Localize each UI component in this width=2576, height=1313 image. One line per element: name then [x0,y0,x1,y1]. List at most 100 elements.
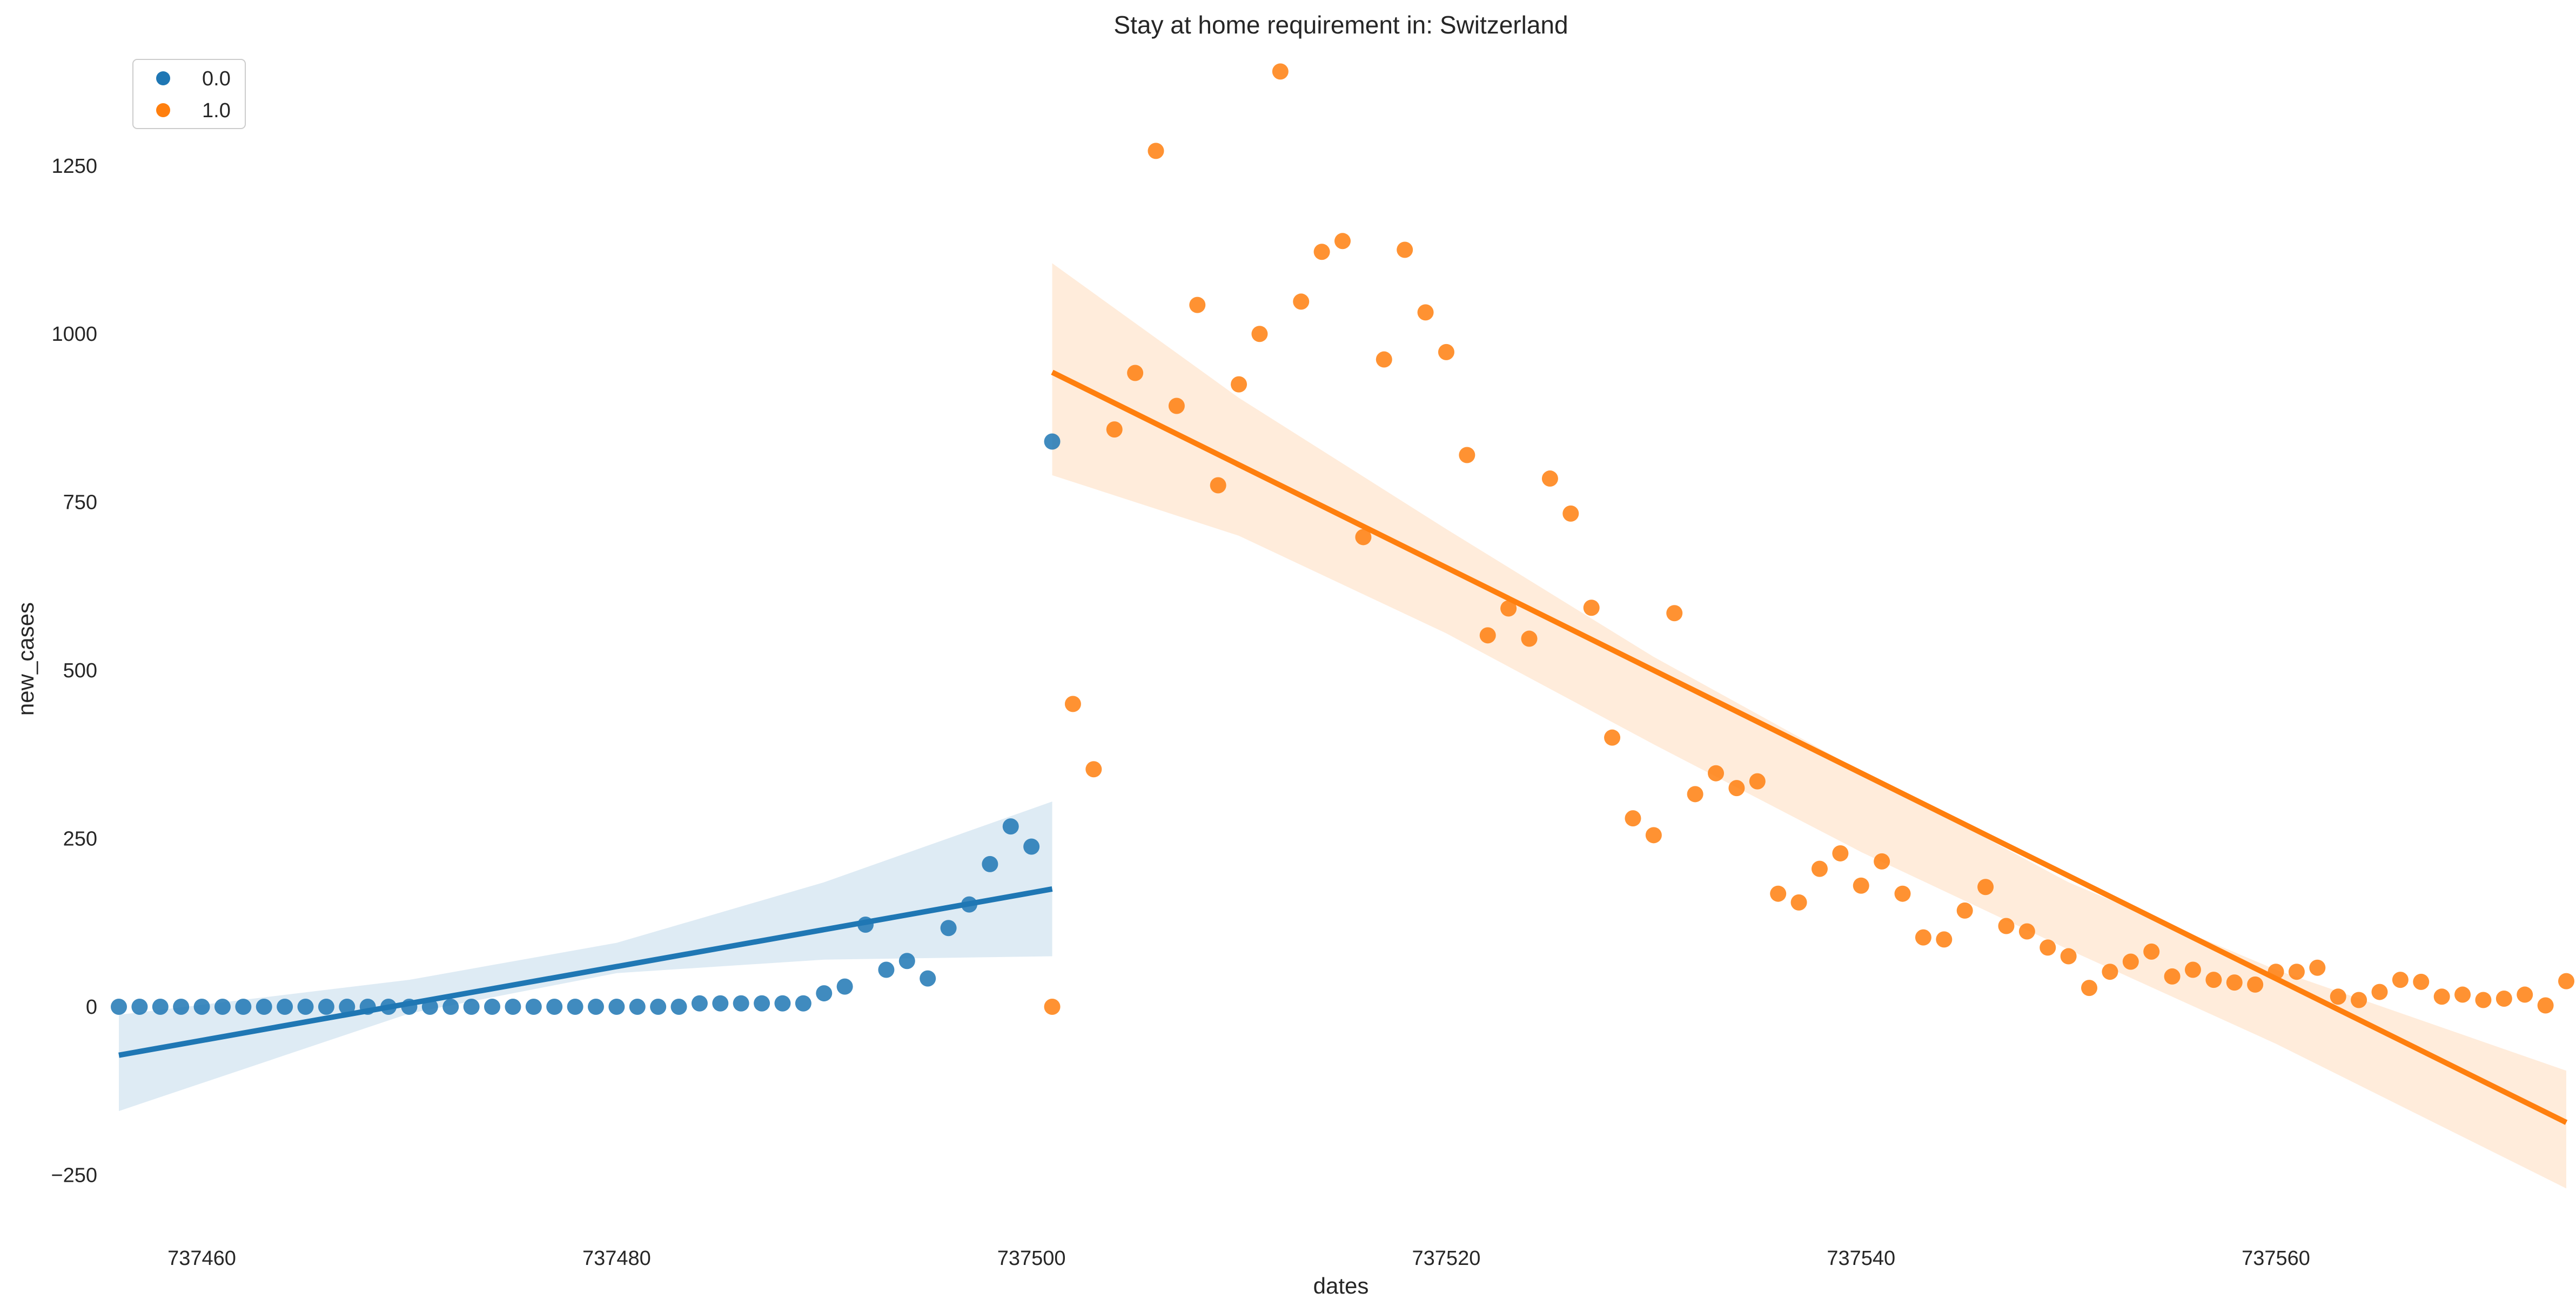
point-1-48 [2040,939,2056,956]
point-1-8 [1210,477,1226,494]
point-0-40 [940,920,957,937]
point-1-3 [1106,421,1123,438]
legend-marker-1 [156,103,170,117]
point-0-10 [318,998,334,1015]
point-0-35 [836,978,853,995]
point-1-68 [2454,986,2471,1003]
point-1-43 [1936,931,1953,948]
x-tick-label: 737520 [1412,1247,1481,1270]
point-1-60 [2288,964,2305,980]
point-1-15 [1355,529,1372,546]
point-1-19 [1438,344,1454,360]
point-1-26 [1583,600,1600,616]
point-1-62 [2330,988,2346,1005]
point-1-30 [1666,605,1683,622]
point-0-26 [650,998,667,1015]
point-1-65 [2392,972,2409,988]
point-0-9 [297,998,314,1015]
point-0-18 [484,998,501,1015]
point-1-12 [1293,293,1310,310]
point-0-44 [1023,838,1040,855]
point-1-50 [2081,980,2098,996]
point-0-5 [214,998,231,1015]
point-0-1 [131,998,148,1015]
point-1-41 [1894,885,1911,902]
point-1-73 [2558,973,2574,989]
point-0-31 [754,995,770,1012]
point-1-55 [2184,961,2201,978]
point-1-58 [2247,976,2264,993]
point-1-49 [2060,948,2077,965]
point-1-33 [1728,780,1745,797]
point-1-20 [1459,447,1475,463]
confidence-band-1 [1052,263,2566,1189]
y-axis-label: new_cases [13,602,38,716]
point-0-7 [256,998,272,1015]
confidence-bands [119,263,2566,1189]
point-1-39 [1853,877,1869,894]
point-0-32 [774,995,791,1012]
scatter-points [111,63,2574,1015]
point-1-64 [2371,984,2388,1000]
point-1-37 [1811,860,1828,877]
point-1-25 [1562,505,1579,522]
point-1-45 [1977,879,1994,895]
point-0-34 [816,985,833,1002]
point-1-29 [1645,827,1662,844]
point-1-32 [1708,765,1725,782]
point-1-66 [2413,973,2430,990]
point-1-35 [1770,885,1787,902]
point-1-52 [2122,953,2139,970]
x-axis-ticks: 737460 737480 737500 737520 737540 737560 [167,1247,2310,1270]
point-1-57 [2226,974,2243,991]
point-0-43 [1002,818,1019,835]
point-0-29 [712,995,729,1012]
point-1-0 [1044,998,1061,1015]
point-1-5 [1148,143,1164,159]
point-1-72 [2537,997,2554,1014]
point-1-16 [1376,351,1392,368]
point-1-27 [1604,729,1621,746]
point-0-22 [567,998,583,1015]
point-1-70 [2496,991,2512,1007]
x-tick-label: 737460 [167,1247,236,1270]
point-0-4 [193,998,210,1015]
point-0-20 [525,998,542,1015]
point-1-24 [1541,470,1558,487]
point-0-37 [878,961,895,978]
y-tick-label: −250 [51,1164,97,1187]
point-0-30 [733,995,749,1012]
point-1-22 [1500,600,1517,617]
point-0-21 [546,998,563,1015]
point-1-10 [1251,326,1268,342]
point-0-24 [608,998,625,1015]
legend-label-0: 0.0 [202,68,231,90]
legend-label-1: 1.0 [202,99,231,122]
chart-title: Stay at home requirement in: Switzerland [1113,11,1568,39]
point-1-46 [1998,918,2015,934]
point-0-27 [670,998,687,1015]
point-0-42 [982,856,998,872]
x-tick-label: 737540 [1827,1247,1895,1270]
point-1-28 [1625,810,1641,827]
point-1-36 [1790,894,1807,911]
point-1-54 [2164,968,2181,985]
point-1-14 [1334,233,1351,250]
point-1-4 [1127,365,1144,381]
point-1-23 [1521,630,1538,647]
point-1-38 [1832,845,1849,861]
point-1-53 [2143,943,2160,960]
point-0-8 [277,998,293,1015]
point-1-63 [2351,992,2367,1008]
point-1-11 [1272,63,1289,80]
point-1-9 [1231,376,1247,393]
point-0-19 [505,998,521,1015]
y-tick-label: 500 [63,659,97,682]
point-0-33 [795,995,811,1012]
point-1-34 [1749,773,1766,790]
point-0-6 [235,998,252,1015]
point-1-61 [2309,959,2326,976]
point-1-56 [2205,972,2222,988]
point-1-47 [2018,923,2035,940]
